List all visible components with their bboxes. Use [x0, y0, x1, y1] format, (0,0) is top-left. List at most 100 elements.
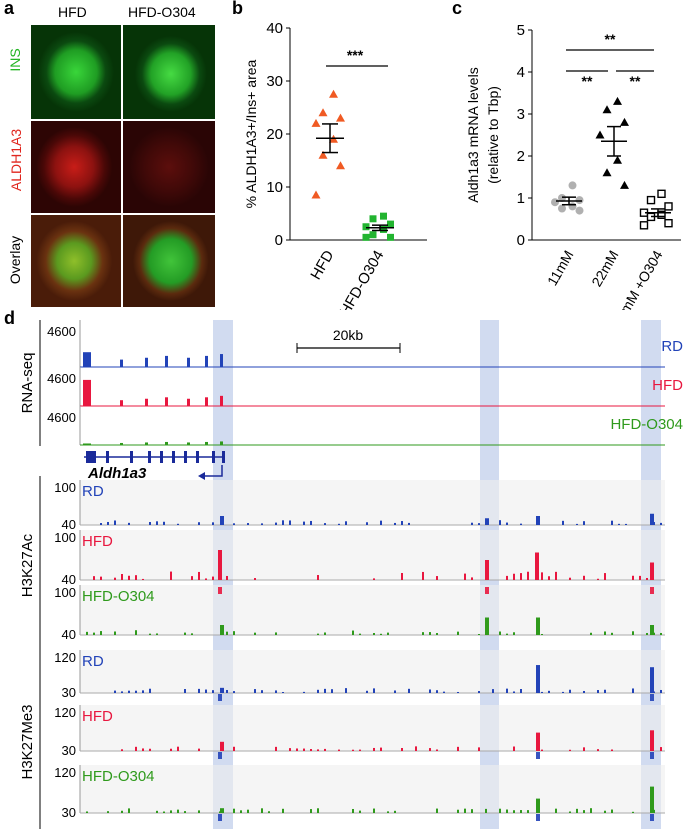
- ac-signal-bar: [324, 632, 326, 635]
- me-signal-bar: [569, 749, 571, 751]
- rna-signal-bar: [83, 352, 91, 367]
- me-signal-bar: [184, 811, 186, 813]
- rna-signal-bar: [220, 354, 223, 367]
- ac-track-scale-top: 100: [54, 585, 76, 600]
- me-signal-bar: [478, 747, 480, 751]
- panel-b-letter: b: [232, 0, 243, 18]
- ac-signal-bar: [345, 521, 347, 525]
- b-point: [380, 225, 387, 233]
- me-signal-bar: [184, 689, 186, 693]
- me-track-scale-bottom: 30: [62, 743, 76, 758]
- ac-peak: [485, 617, 489, 635]
- rna-signal-bar: [165, 397, 168, 406]
- c-x-tick-label: 11mM: [544, 248, 577, 289]
- me-signal-bar: [541, 749, 543, 751]
- tss-arrow: [200, 465, 223, 477]
- ac-signal-bar: [338, 523, 340, 525]
- me-signal-bar: [310, 809, 312, 813]
- me-signal-bar: [443, 691, 445, 693]
- rna-signal-bar: [83, 443, 91, 445]
- me-peak: [220, 687, 224, 693]
- scale-bar-label: 20kb: [333, 327, 364, 343]
- c-sig-label-left: **: [582, 73, 593, 89]
- ac-signal-bar: [555, 571, 557, 580]
- b-point: [318, 108, 328, 117]
- ac-signal-bar: [93, 576, 95, 580]
- me-track-scale-bottom: 30: [62, 805, 76, 820]
- me-signal-bar: [541, 691, 543, 693]
- ac-signal-bar: [422, 571, 424, 580]
- me-signal-bar: [240, 810, 242, 813]
- me-signal-bar: [485, 808, 487, 813]
- ac-signal-bar: [191, 576, 193, 580]
- me-signal-bar: [471, 809, 473, 813]
- ac-peak: [485, 518, 489, 525]
- ac-signal-bar: [107, 521, 109, 525]
- me-signal-bar: [282, 691, 284, 693]
- rna-signal-bar: [205, 441, 208, 445]
- ac-signal-bar: [114, 520, 116, 525]
- ac-signal-bar: [611, 520, 613, 525]
- me-track-bg: [80, 765, 665, 813]
- c-point: [664, 202, 673, 211]
- me-signal-bar: [261, 808, 263, 813]
- ac-signal-bar: [100, 576, 102, 580]
- me-signal-bar: [268, 811, 270, 813]
- me-signal-bar: [296, 748, 298, 751]
- b-point: [336, 113, 345, 122]
- ac-signal-bar: [541, 633, 543, 635]
- genome-browser: RNA-seq H3K27Ac H3K27Me3 20kb 4600 RD 4600 HFD 4…: [19, 320, 683, 829]
- micrograph-aldh1a3-hfd: [30, 120, 122, 214]
- me-signal-bar: [583, 690, 585, 693]
- under-track-mark: [650, 587, 654, 594]
- c-point: [602, 105, 612, 114]
- ac-signal-bar: [128, 522, 130, 525]
- ac-signal-bar: [520, 523, 522, 525]
- me-peak: [650, 667, 654, 693]
- ac-signal-bar: [359, 633, 361, 635]
- ac-signal-bar: [429, 632, 431, 635]
- b-point: [369, 231, 377, 239]
- me-signal-bar: [611, 809, 613, 813]
- ac-peak: [535, 552, 539, 580]
- ac-signal-bar: [205, 578, 207, 580]
- ac-peak: [485, 560, 489, 580]
- c-y-axis-label: Aldh1a3 mRNA levels: [465, 67, 481, 202]
- ac-signal-bar: [583, 575, 585, 580]
- me-signal-bar: [604, 810, 606, 813]
- ac-peak: [536, 617, 540, 635]
- me-signal-bar: [324, 748, 326, 751]
- c-point: [602, 168, 612, 177]
- ac-signal-bar: [254, 578, 256, 580]
- section-label: H3K27Ac: [19, 533, 36, 597]
- under-track-mark: [650, 694, 654, 701]
- me-signal-bar: [345, 688, 347, 693]
- me-signal-bar: [583, 747, 585, 751]
- c-point: [568, 181, 577, 190]
- me-signal-bar: [121, 749, 123, 751]
- rna-signal-bar: [145, 398, 148, 406]
- me-signal-bar: [513, 810, 515, 813]
- ac-signal-bar: [233, 631, 235, 635]
- me-signal-bar: [513, 691, 515, 693]
- under-track-mark: [650, 752, 654, 759]
- ac-signal-bar: [114, 577, 116, 580]
- me-signal-bar: [555, 808, 557, 813]
- me-signal-bar: [128, 808, 130, 813]
- me-signal-bar: [506, 688, 508, 693]
- c-y-tick-label: 4: [517, 64, 525, 81]
- me-signal-bar: [359, 810, 361, 813]
- me-signal-bar: [464, 808, 466, 813]
- me-signal-bar: [212, 690, 214, 693]
- me-signal-bar: [317, 689, 319, 693]
- me-signal-bar: [520, 810, 522, 813]
- me-signal-bar: [569, 689, 571, 693]
- ac-signal-bar: [401, 521, 403, 525]
- rna-signal-bar: [120, 359, 123, 367]
- me-peak: [650, 730, 654, 751]
- ac-signal-bar: [275, 632, 277, 635]
- ac-signal-bar: [513, 573, 515, 580]
- me-signal-bar: [660, 689, 662, 693]
- c-point: [646, 195, 656, 205]
- under-track-mark: [218, 587, 222, 594]
